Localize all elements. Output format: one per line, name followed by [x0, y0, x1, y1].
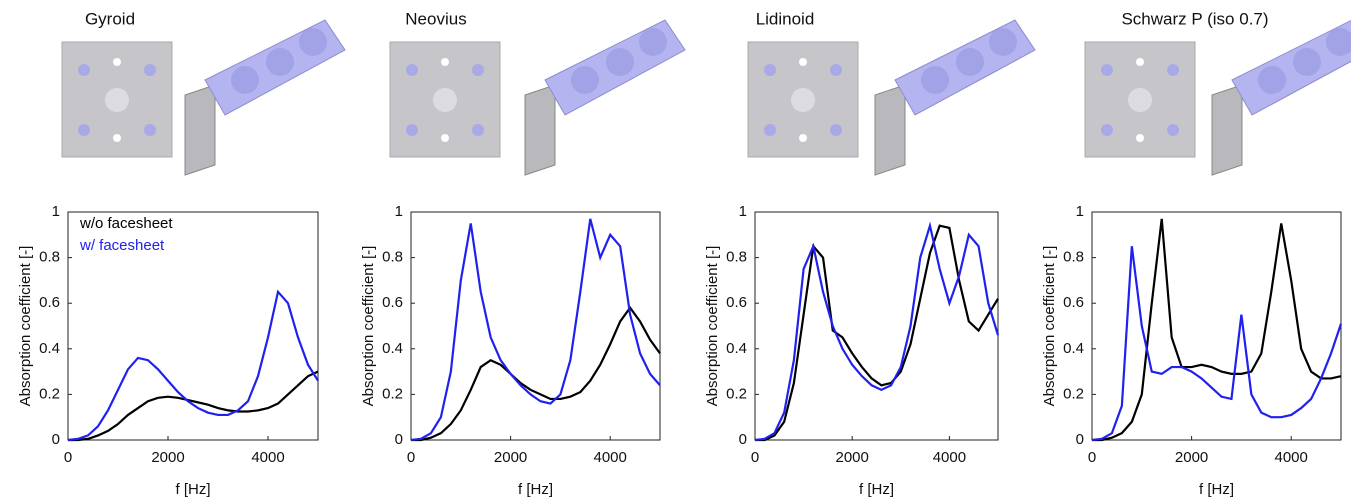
figure: Gyroid 0 0.2 0.4 0.6 0.8 1 0 2000 4000 f [Hz] Absor… — [0, 0, 1351, 503]
y-axis-label: Absorption coefficient [-] — [704, 246, 721, 407]
series-line — [755, 226, 998, 440]
x-tick-label: 2000 — [151, 449, 184, 466]
y-tick-label: 0 — [739, 431, 747, 448]
series-line — [411, 308, 660, 440]
panel-title: Neovius — [405, 9, 466, 28]
series-line — [755, 226, 998, 440]
plot-frame — [755, 212, 998, 440]
x-tick-label: 4000 — [594, 449, 627, 466]
panel-images — [62, 20, 1351, 175]
y-axis-label: Absorption coefficient [-] — [360, 246, 377, 407]
x-tick-label: 0 — [751, 449, 759, 466]
x-tick-label: 4000 — [1275, 449, 1308, 466]
x-axis-label: f [Hz] — [859, 481, 894, 498]
y-tick-label: 0.8 — [1063, 249, 1084, 266]
y-tick-label: 0.8 — [382, 249, 403, 266]
series-line — [411, 219, 660, 440]
y-tick-label: 0.6 — [1063, 294, 1084, 311]
y-axis-label: Absorption coefficient [-] — [1041, 246, 1058, 407]
series-line — [1092, 246, 1341, 440]
legend-entry: w/o facesheet — [79, 215, 173, 232]
x-axis-label: f [Hz] — [1199, 481, 1234, 498]
x-tick-label: 0 — [64, 449, 72, 466]
y-tick-label: 0.2 — [726, 385, 747, 402]
x-tick-label: 2000 — [836, 449, 869, 466]
y-tick-label: 0 — [1076, 431, 1084, 448]
y-tick-label: 0.6 — [39, 294, 60, 311]
y-axis-label: Absorption coefficient [-] — [17, 246, 34, 407]
y-tick-label: 0.2 — [382, 385, 403, 402]
y-tick-label: 0 — [52, 431, 60, 448]
y-tick-label: 0.2 — [1063, 385, 1084, 402]
x-tick-label: 4000 — [251, 449, 284, 466]
x-tick-label: 2000 — [494, 449, 527, 466]
x-axis-label: f [Hz] — [518, 481, 553, 498]
y-tick-label: 0.8 — [39, 249, 60, 266]
legend-entry: w/ facesheet — [79, 237, 165, 254]
y-tick-label: 1 — [739, 203, 747, 220]
y-tick-label: 0.2 — [39, 385, 60, 402]
panel-title: Schwarz P (iso 0.7) — [1121, 9, 1268, 28]
y-tick-label: 0.8 — [726, 249, 747, 266]
y-tick-label: 1 — [395, 203, 403, 220]
y-tick-label: 1 — [1076, 203, 1084, 220]
x-tick-label: 0 — [1088, 449, 1096, 466]
y-tick-label: 0.4 — [726, 340, 747, 357]
panel-title: Lidinoid — [756, 9, 815, 28]
y-tick-label: 0.6 — [726, 294, 747, 311]
y-tick-label: 0.4 — [39, 340, 60, 357]
series-line — [68, 292, 318, 440]
x-tick-label: 0 — [407, 449, 415, 466]
y-tick-label: 0.6 — [382, 294, 403, 311]
plot-frame — [411, 212, 660, 440]
y-tick-label: 0 — [395, 431, 403, 448]
panel-title: Gyroid — [85, 9, 135, 28]
x-tick-label: 2000 — [1175, 449, 1208, 466]
x-axis-label: f [Hz] — [175, 481, 210, 498]
y-tick-label: 0.4 — [1063, 340, 1084, 357]
y-tick-label: 1 — [52, 203, 60, 220]
x-tick-label: 4000 — [933, 449, 966, 466]
y-tick-label: 0.4 — [382, 340, 403, 357]
